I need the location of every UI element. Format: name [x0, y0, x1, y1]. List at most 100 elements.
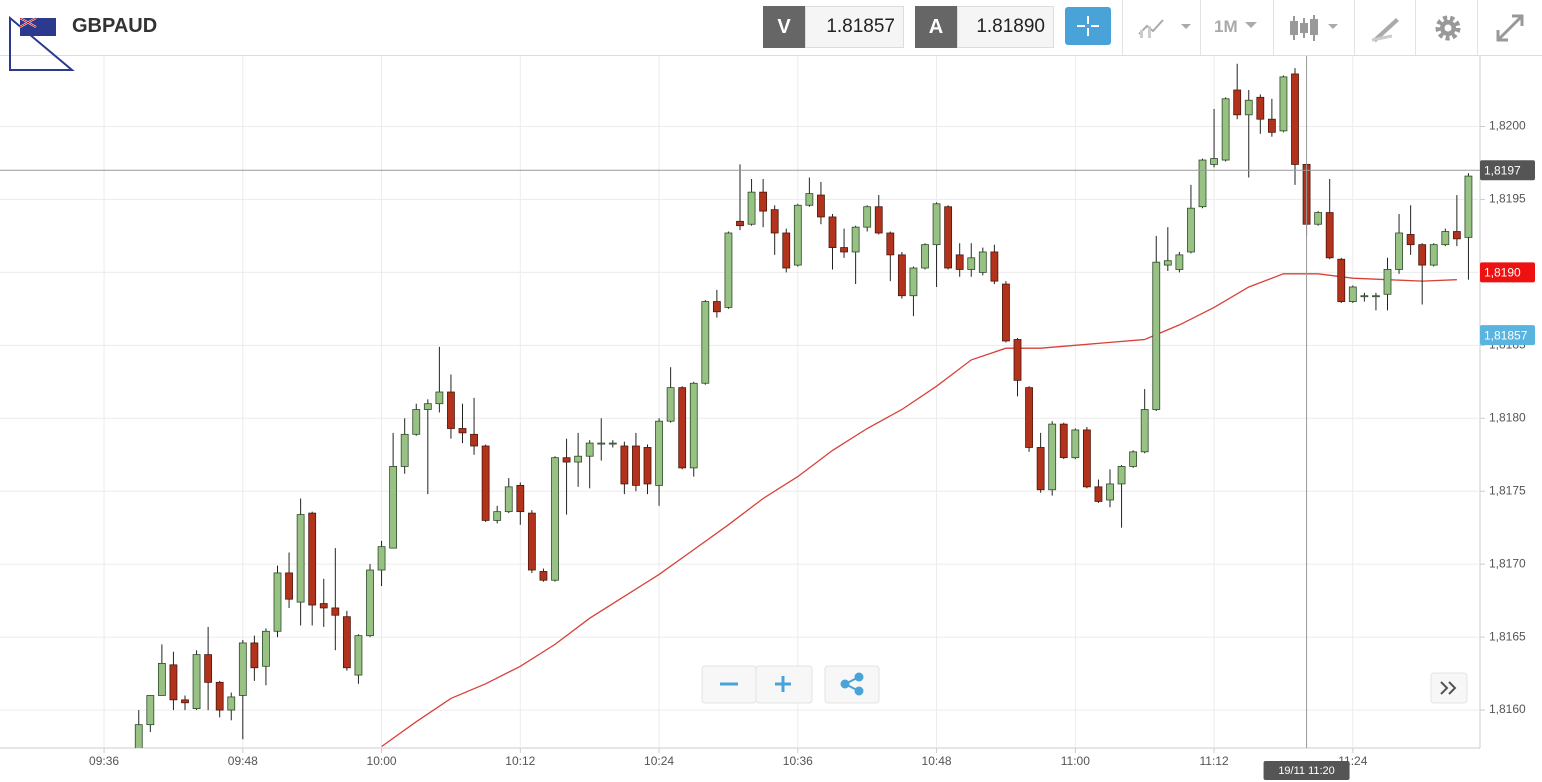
crosshair-time-box [1263, 761, 1350, 780]
candle-body [1325, 212, 1334, 259]
x-tick-label: 10:24 [644, 754, 674, 768]
candle-body [1152, 261, 1161, 410]
candle-body [1406, 234, 1415, 246]
flag-icon [9, 15, 75, 71]
fullscreen-button[interactable] [1494, 12, 1526, 44]
candle-body [1360, 295, 1369, 298]
candle-body [909, 267, 918, 297]
crosshair-button[interactable] [1065, 7, 1111, 45]
price-tag [1480, 160, 1535, 181]
candle-body [1198, 159, 1207, 208]
candle-body [978, 251, 987, 273]
candle-body [689, 382, 698, 469]
candle-body [308, 512, 317, 606]
candle-body [1082, 429, 1091, 488]
candle-body [955, 254, 964, 270]
overlays [381, 273, 1457, 748]
plot-area [0, 55, 1480, 748]
candle-body [1256, 96, 1265, 120]
y-tick-label: 1,8160 [1489, 702, 1526, 716]
candle-body [262, 630, 270, 667]
candle-body [134, 724, 143, 748]
candle-body [632, 445, 640, 486]
candle-body [886, 232, 895, 256]
candle-body [724, 232, 733, 308]
chart-type-button[interactable] [1135, 12, 1195, 42]
crosshair-time-label: 19/11 11:20 [1278, 765, 1334, 777]
candle-body [423, 403, 432, 410]
draw-tool-button[interactable] [1368, 12, 1402, 44]
candle-body [1221, 98, 1230, 161]
candle-body [504, 486, 513, 513]
candle-body [481, 445, 490, 521]
candle-body [1244, 99, 1253, 116]
price-tag-label: 1,8190 [1484, 266, 1521, 280]
candle-body [1291, 73, 1299, 165]
candle-body [1429, 244, 1438, 266]
scroll-right-button[interactable] [1430, 672, 1468, 704]
y-tick-label: 1,8165 [1489, 629, 1526, 643]
candle-body [770, 209, 779, 234]
candle-body [296, 514, 305, 603]
candle-body [863, 206, 872, 228]
candle-body [805, 193, 814, 206]
price-tag [1480, 325, 1535, 346]
candles [134, 63, 1473, 748]
candle-body [1210, 158, 1218, 165]
candle-body [793, 204, 802, 266]
candle-body [1163, 260, 1172, 266]
candle-body [204, 654, 213, 683]
y-tick-label: 1,8180 [1489, 410, 1526, 424]
candle-body [759, 191, 768, 212]
buy-price[interactable]: 1.81890 [957, 6, 1054, 48]
candle-body [458, 428, 467, 434]
separator [1273, 0, 1274, 55]
candle-body [342, 616, 351, 669]
timeframe-button[interactable]: 1M [1214, 17, 1238, 36]
candle-body [412, 409, 421, 435]
candle-body [527, 512, 536, 571]
candle-body [643, 447, 652, 485]
candle-body [1036, 447, 1045, 491]
candle-type-button[interactable] [1286, 12, 1346, 44]
candle-body [1071, 429, 1080, 459]
candle-body [1106, 483, 1114, 501]
candle-body [1337, 258, 1346, 302]
candle-body [1383, 269, 1392, 295]
candle-body [551, 457, 559, 581]
x-tick-label: 10:00 [367, 754, 397, 768]
candle-body [574, 455, 583, 463]
sell-button[interactable]: V [763, 6, 805, 48]
candle-body [1441, 231, 1450, 246]
buy-button[interactable]: A [915, 6, 957, 48]
toolbar: GBPAUD V 1.81857 A 1.81890 1M [0, 0, 1542, 71]
x-tick-label: 10:48 [922, 754, 952, 768]
price-tag-label: 1,8197 [1484, 163, 1521, 177]
candle-body [851, 226, 860, 253]
sell-price[interactable]: 1.81857 [805, 6, 904, 48]
candle-body [1013, 339, 1022, 381]
candle-body [701, 301, 710, 384]
y-tick-label: 1,8170 [1489, 556, 1526, 570]
settings-button[interactable] [1432, 12, 1464, 44]
separator [1415, 0, 1416, 55]
candle-body [447, 391, 455, 429]
candle-body [1372, 295, 1380, 298]
candle-body [366, 569, 374, 637]
y-tick-label: 1,8195 [1489, 192, 1526, 206]
share-button[interactable] [824, 665, 880, 704]
candle-body [921, 244, 929, 269]
candle-body [354, 635, 363, 676]
candle-body [157, 662, 166, 696]
candle-body [712, 301, 721, 313]
candle-body [227, 696, 236, 711]
zoom-controls [701, 665, 1468, 704]
candle-body [1452, 231, 1461, 240]
x-tick-label: 10:12 [505, 754, 535, 768]
separator [1200, 0, 1201, 55]
x-tick-label: 11:12 [1199, 754, 1228, 768]
caret-icon [1245, 22, 1257, 28]
separator [1477, 0, 1478, 55]
